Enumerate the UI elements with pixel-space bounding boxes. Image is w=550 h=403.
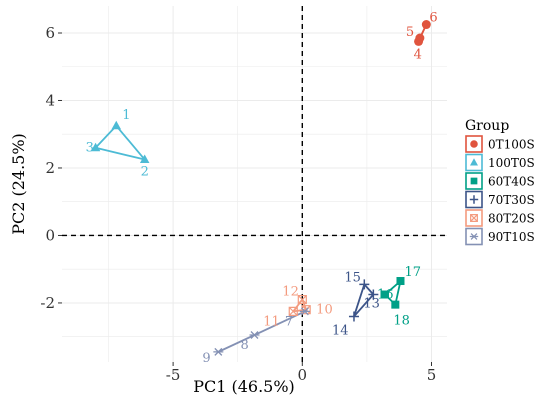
hull-90t10s [217, 310, 306, 353]
x-tick-label: 5 [427, 366, 437, 384]
point-label-7: 7 [285, 314, 293, 329]
reference-lines [62, 6, 447, 362]
hull-60t40s [384, 280, 402, 306]
legend-item-70t30s: 70T30S [465, 190, 535, 209]
legend-marker-90t10s [469, 233, 479, 240]
data-points [90, 20, 431, 356]
y-tick-label: 0 [45, 226, 55, 244]
point-label-16: 16 [377, 288, 394, 303]
x-axis-title: PC1 (46.5%) [193, 377, 295, 396]
point-15 [359, 279, 370, 290]
point-17 [396, 277, 405, 286]
legend-marker-100t0s [470, 158, 478, 166]
point-9 [213, 347, 224, 356]
point-label-3: 3 [86, 141, 94, 156]
x-tick-label: -5 [166, 366, 181, 384]
x-axis-ticks: -5 0 5 [166, 362, 436, 384]
hull-100t0s [94, 124, 146, 161]
point-label-8: 8 [241, 338, 249, 353]
point-label-17: 17 [404, 265, 421, 280]
legend-label-70t30s: 70T30S [488, 193, 535, 207]
legend: Group 0T100S 100T0S 60T40S 70T30S 80T20S 90T1… [465, 118, 535, 246]
legend-marker-70t30s [469, 195, 479, 204]
legend-item-80t20s: 80T20S [465, 209, 535, 227]
legend-label-90t10s: 90T10S [488, 230, 535, 244]
point-label-6: 6 [429, 11, 437, 26]
point-12 [297, 294, 307, 305]
hull-70t30s [353, 283, 375, 318]
point-1 [111, 120, 122, 130]
point-13 [368, 289, 379, 300]
legend-label-0t100s: 0T100S [488, 138, 535, 152]
point-6 [421, 20, 431, 30]
y-tick-label: 4 [45, 91, 55, 109]
hull-80t20s [292, 298, 308, 313]
point-14 [348, 311, 359, 322]
point-3 [90, 142, 101, 152]
point-5 [415, 33, 425, 43]
point-18 [391, 300, 400, 309]
point-label-5: 5 [406, 25, 414, 40]
legend-marker-0t100s [470, 140, 478, 148]
legend-item-60t40s: 60T40S [465, 172, 535, 190]
x-tick-label: 0 [298, 366, 308, 384]
point-label-18: 18 [393, 314, 410, 329]
legend-marker-60t40s [470, 177, 478, 185]
y-axis-ticks: -2 0 2 4 6 [40, 24, 62, 312]
y-tick-label: 6 [45, 24, 55, 42]
point-11 [288, 306, 298, 316]
legend-label-100t0s: 100T0S [488, 156, 535, 170]
point-label-1: 1 [122, 108, 130, 123]
point-8 [249, 331, 260, 339]
point-2 [139, 154, 150, 164]
y-axis-title: PC2 (24.5%) [9, 133, 28, 235]
legend-title: Group [465, 118, 509, 134]
legend-label-60t40s: 60T40S [488, 175, 535, 189]
point-label-14: 14 [332, 323, 349, 338]
point-label-10: 10 [316, 303, 333, 318]
y-tick-label: -2 [40, 294, 55, 312]
point-label-13: 13 [363, 297, 380, 312]
point-16 [380, 290, 389, 299]
point-label-9: 9 [202, 351, 210, 366]
legend-marker-80t20s [470, 214, 478, 222]
point-label-15: 15 [344, 270, 361, 285]
point-7 [299, 307, 310, 316]
point-label-12: 12 [282, 285, 299, 300]
legend-item-100t0s: 100T0S [465, 153, 535, 172]
grid [62, 6, 447, 362]
point-label-2: 2 [141, 165, 149, 180]
legend-label-80t20s: 80T20S [488, 212, 535, 226]
legend-item-0t100s: 0T100S [465, 135, 535, 153]
legend-item-90t10s: 90T10S [465, 227, 535, 246]
y-tick-label: 2 [45, 159, 55, 177]
group-hulls [94, 23, 428, 353]
point-label-11: 11 [263, 314, 280, 329]
point-label-4: 4 [414, 47, 422, 62]
